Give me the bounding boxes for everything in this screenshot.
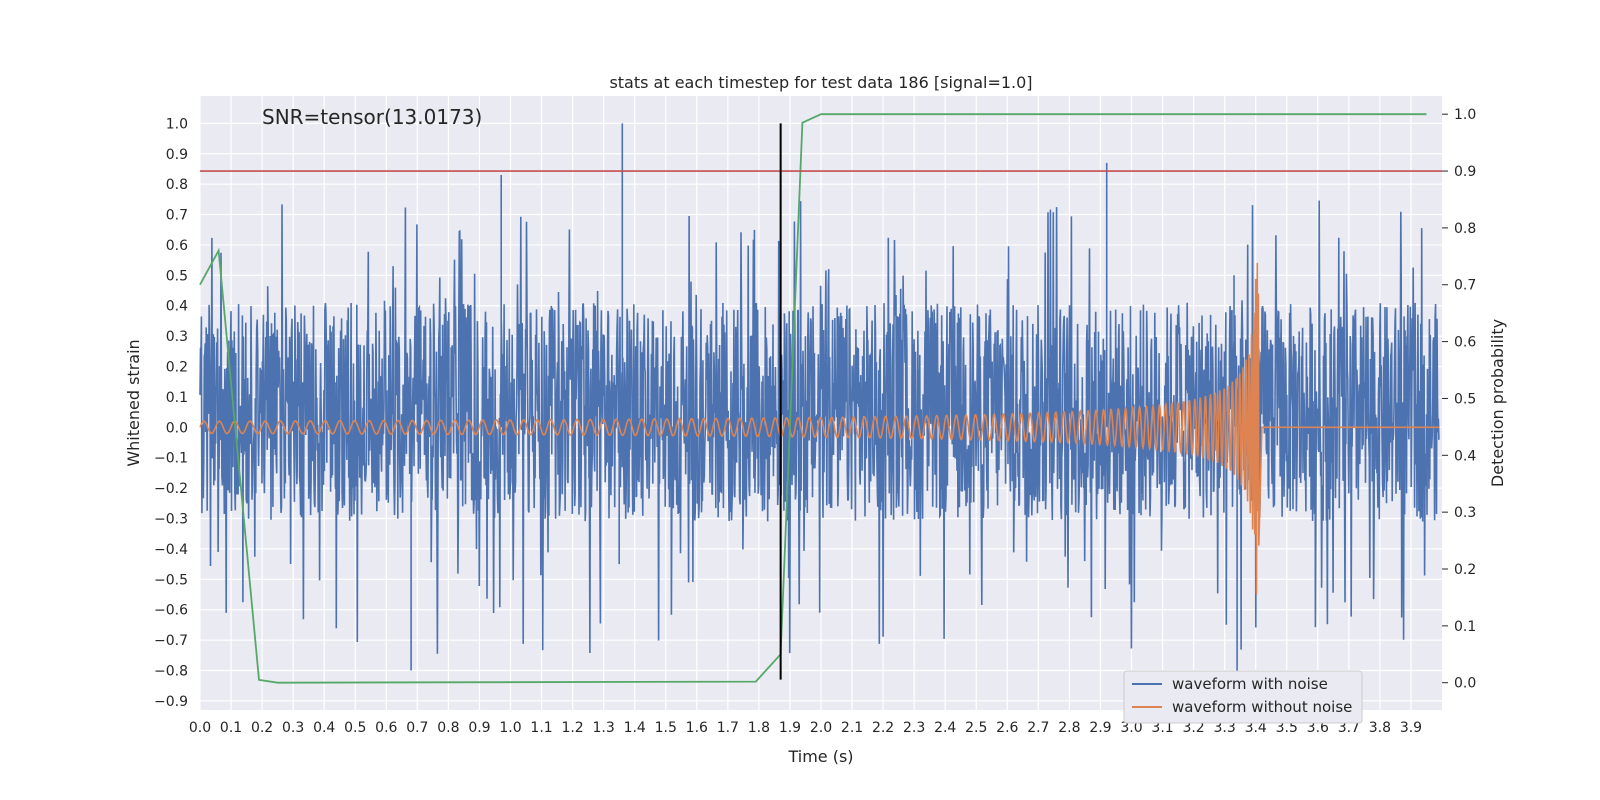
y-tick-label-left: 0.6	[166, 238, 188, 254]
x-tick-label: 3.6	[1307, 720, 1329, 736]
x-tick-label: 1.7	[717, 720, 739, 736]
x-tick-label: 0.2	[251, 720, 273, 736]
y-axis-label-left: Whitened strain	[124, 339, 143, 466]
x-tick-label: 1.2	[561, 720, 583, 736]
y-tick-label-right: 0.1	[1454, 619, 1476, 635]
y-tick-label-right: 1.0	[1454, 107, 1476, 123]
x-tick-label: 2.0	[810, 720, 832, 736]
y-tick-label-right: 0.6	[1454, 335, 1476, 351]
x-tick-labels: 0.0 0.1 0.2 0.3 0.4 0.5 0.6 0.7 0.8 0.9 1.0 1.1 1.2 1…	[189, 720, 1422, 736]
y-tick-label-left: −0.3	[154, 512, 188, 528]
clean-waveform-line	[199, 262, 1439, 595]
grid-y	[200, 122, 1442, 702]
x-tick-label: 2.9	[1089, 720, 1111, 736]
legend-label-noise: waveform with noise	[1172, 675, 1328, 693]
x-tick-label: 2.4	[934, 720, 956, 736]
x-tick-label: 3.1	[1151, 720, 1173, 736]
x-tick-label: 0.5	[344, 720, 366, 736]
y-tick-label-left: 0.5	[166, 268, 188, 284]
x-tick-label: 0.8	[437, 720, 459, 736]
x-tick-label: 2.2	[872, 720, 894, 736]
legend-label-clean: waveform without noise	[1172, 698, 1352, 716]
y-tick-label-right: 0.2	[1454, 562, 1476, 578]
y-tick-labels-left: −0.9 −0.8 −0.7 −0.6 −0.5 −0.4 −0.3 −0.2 −0.1 0.0 0…	[154, 116, 188, 710]
y-tick-label-left: 0.1	[166, 390, 188, 406]
x-tick-label: 0.3	[282, 720, 304, 736]
x-tick-label: 2.7	[1027, 720, 1049, 736]
y-tick-label-right: 0.3	[1454, 505, 1476, 521]
y-tick-label-left: 1.0	[166, 116, 188, 132]
x-tick-label: 3.7	[1338, 720, 1360, 736]
y-tick-label-right: 0.8	[1454, 221, 1476, 237]
x-tick-label: 2.5	[965, 720, 987, 736]
x-tick-label: 0.0	[189, 720, 211, 736]
series-detection-probability	[199, 113, 1427, 684]
y-tick-label-left: −0.4	[154, 542, 188, 558]
x-tick-label: 3.3	[1214, 720, 1236, 736]
x-tick-label: 2.1	[841, 720, 863, 736]
x-tick-label: 1.4	[624, 720, 646, 736]
x-tick-label: 2.6	[996, 720, 1018, 736]
y-tick-label-left: −0.2	[154, 481, 188, 497]
x-tick-label: 1.0	[499, 720, 521, 736]
x-tick-label: 1.3	[593, 720, 615, 736]
y-tick-label-right: 0.7	[1454, 278, 1476, 294]
x-tick-label: 0.7	[406, 720, 428, 736]
x-tick-label: 1.1	[530, 720, 552, 736]
legend-box	[1123, 670, 1363, 724]
y-tick-label-left: 0.7	[166, 208, 188, 224]
x-axis-label: Time (s)	[787, 747, 853, 766]
x-tick-label: 0.6	[375, 720, 397, 736]
y-tick-label-right: 0.9	[1454, 164, 1476, 180]
x-tick-label: 3.4	[1245, 720, 1267, 736]
x-tick-label: 2.8	[1058, 720, 1080, 736]
x-tick-label: 1.5	[655, 720, 677, 736]
x-tick-label: 3.9	[1400, 720, 1422, 736]
y-tick-label-left: 0.8	[166, 177, 188, 193]
legend: waveform with noise waveform without noi…	[1123, 670, 1363, 724]
y-tick-label-left: 0.0	[166, 420, 188, 436]
x-tick-label: 0.4	[313, 720, 335, 736]
x-tick-label: 0.9	[468, 720, 490, 736]
y-tick-label-left: 0.2	[166, 360, 188, 376]
series-waveform-with-noise	[199, 123, 1440, 677]
y-tick-label-left: 0.4	[166, 299, 188, 315]
y-tick-label-right: 0.4	[1454, 448, 1476, 464]
x-tick-label: 1.6	[686, 720, 708, 736]
y-tick-label-left: −0.6	[154, 603, 188, 619]
y-tick-label-right: 0.5	[1454, 391, 1476, 407]
y-tick-label-left: −0.7	[154, 633, 188, 649]
y-tick-label-left: 0.3	[166, 329, 188, 345]
y-tick-label-left: −0.1	[154, 451, 188, 467]
x-tick-label: 3.0	[1120, 720, 1142, 736]
y-tick-label-left: −0.5	[154, 572, 188, 588]
detection-probability-line	[199, 113, 1427, 684]
y-tick-labels-right: 0.0 0.1 0.2 0.3 0.4 0.5 0.6 0.7 0.8 0.9 1.0	[1442, 107, 1476, 692]
y-tick-label-left: −0.9	[154, 694, 188, 710]
x-tick-label: 1.8	[748, 720, 770, 736]
x-tick-label: 0.1	[220, 720, 242, 736]
x-tick-label: 3.5	[1276, 720, 1298, 736]
x-tick-label: 3.2	[1182, 720, 1204, 736]
x-tick-label: 2.3	[903, 720, 925, 736]
y-tick-label-right: 0.0	[1454, 676, 1476, 692]
snr-annotation: SNR=tensor(13.0173)	[262, 105, 482, 129]
series-waveform-without-noise	[199, 262, 1439, 595]
noise-waveform-line	[199, 123, 1440, 677]
y-tick-label-left: 0.9	[166, 147, 188, 163]
y-tick-label-left: −0.8	[154, 663, 188, 679]
x-tick-label: 3.8	[1369, 720, 1391, 736]
y-axis-label-right: Detection probability	[1488, 319, 1507, 487]
chart-title: stats at each timestep for test data 186…	[609, 73, 1032, 92]
x-tick-label: 1.9	[779, 720, 801, 736]
